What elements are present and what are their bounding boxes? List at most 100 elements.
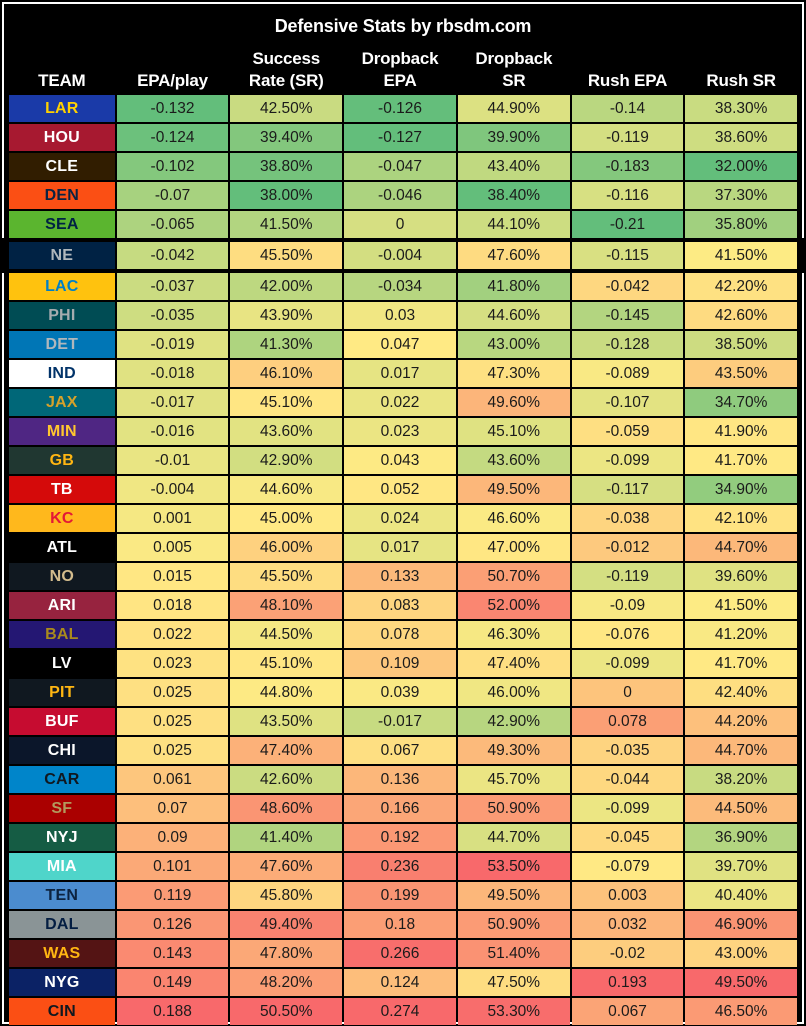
stat-cell: 48.60% — [230, 795, 343, 822]
team-cell: NYJ — [9, 824, 115, 851]
stat-cell: 0.017 — [344, 534, 456, 561]
stat-cell: 47.30% — [457, 360, 570, 387]
stat-cell: 43.90% — [230, 302, 343, 329]
team-cell: CIN — [9, 998, 115, 1025]
stat-cell: 39.40% — [230, 124, 343, 151]
stat-cell: 42.90% — [230, 447, 343, 474]
team-row: SEA -0.065 41.50% 0 44.10% -0.21 35.80% — [9, 211, 797, 238]
stat-cell: 47.50% — [457, 969, 570, 996]
team-row: LAR -0.132 42.50% -0.126 44.90% -0.14 38… — [9, 95, 797, 122]
stat-cell: 0.017 — [344, 360, 456, 387]
team-cell: BUF — [9, 708, 115, 735]
col-header-dropback-epa: Dropback EPA — [361, 49, 439, 90]
stat-cell: 44.50% — [230, 621, 343, 648]
highlight-row-border-left — [0, 238, 9, 273]
stat-cell: 49.50% — [457, 476, 570, 503]
stat-cell: -0.21 — [571, 211, 684, 238]
stat-cell: -0.119 — [571, 124, 684, 151]
team-cell: MIN — [9, 418, 115, 445]
team-row: NYJ 0.09 41.40% 0.192 44.70% -0.045 36.9… — [9, 824, 797, 851]
stat-cell: 0.09 — [116, 824, 229, 851]
team-row: MIN -0.016 43.60% 0.023 45.10% -0.059 41… — [9, 418, 797, 445]
stat-cell: 0.133 — [344, 563, 456, 590]
stat-cell: 0.001 — [116, 505, 229, 532]
stat-cell: 0.043 — [344, 447, 456, 474]
stat-cell: -0.127 — [344, 124, 456, 151]
stat-cell: -0.099 — [571, 650, 684, 677]
stat-cell: 0.018 — [116, 592, 229, 619]
col-header-epa-play: EPA/play — [137, 71, 208, 90]
team-row: CLE -0.102 38.80% -0.047 43.40% -0.183 3… — [9, 153, 797, 180]
stat-cell: -0.126 — [344, 95, 456, 122]
stat-cell: 53.30% — [457, 998, 570, 1025]
stat-cell: 0.188 — [116, 998, 229, 1025]
stat-cell: -0.01 — [116, 447, 229, 474]
stat-cell: 38.60% — [685, 124, 797, 151]
stat-cell: 0.124 — [344, 969, 456, 996]
stat-cell: 53.50% — [457, 853, 570, 880]
stat-cell: 45.70% — [457, 766, 570, 793]
stat-cell: 39.70% — [685, 853, 797, 880]
stat-cell: -0.107 — [571, 389, 684, 416]
stat-cell: 42.40% — [685, 679, 797, 706]
stat-cell: 0.07 — [116, 795, 229, 822]
stat-cell: 0.067 — [344, 737, 456, 764]
stat-cell: 48.20% — [230, 969, 343, 996]
stat-cell: 50.50% — [230, 998, 343, 1025]
stat-cell: 0.083 — [344, 592, 456, 619]
header-row: TEAM EPA/play Success Rate (SR) Dropback… — [9, 40, 797, 93]
team-cell: NYG — [9, 969, 115, 996]
stat-cell: 45.10% — [230, 389, 343, 416]
stat-cell: 0 — [344, 211, 456, 238]
stat-cell: 38.30% — [685, 95, 797, 122]
stat-cell: -0.128 — [571, 331, 684, 358]
stat-cell: 0.005 — [116, 534, 229, 561]
highlight-row-border-right — [797, 238, 806, 273]
stat-cell: 49.30% — [457, 737, 570, 764]
stat-cell: -0.042 — [116, 240, 229, 271]
team-row: NO 0.015 45.50% 0.133 50.70% -0.119 39.6… — [9, 563, 797, 590]
stat-cell: 0.03 — [344, 302, 456, 329]
stat-cell: -0.089 — [571, 360, 684, 387]
stat-cell: 0.119 — [116, 882, 229, 909]
stat-cell: 44.80% — [230, 679, 343, 706]
stat-cell: 46.30% — [457, 621, 570, 648]
stat-cell: -0.102 — [116, 153, 229, 180]
stat-cell: -0.004 — [116, 476, 229, 503]
team-row: DET -0.019 41.30% 0.047 43.00% -0.128 38… — [9, 331, 797, 358]
stat-cell: 43.40% — [457, 153, 570, 180]
team-row: PHI -0.035 43.90% 0.03 44.60% -0.145 42.… — [9, 302, 797, 329]
stat-cell: 47.60% — [457, 240, 570, 271]
stat-cell: -0.035 — [116, 302, 229, 329]
team-cell: LV — [9, 650, 115, 677]
stat-cell: 41.70% — [685, 650, 797, 677]
stat-cell: 0.023 — [116, 650, 229, 677]
stat-cell: 44.60% — [230, 476, 343, 503]
stat-cell: 52.00% — [457, 592, 570, 619]
stat-cell: 0.078 — [344, 621, 456, 648]
stat-cell: 0.022 — [344, 389, 456, 416]
stat-cell: 43.50% — [230, 708, 343, 735]
stat-cell: -0.065 — [116, 211, 229, 238]
stat-cell: -0.09 — [571, 592, 684, 619]
stat-cell: 47.40% — [230, 737, 343, 764]
stat-cell: 47.80% — [230, 940, 343, 967]
stats-table: TEAM EPA/play Success Rate (SR) Dropback… — [7, 38, 799, 1026]
team-cell: SF — [9, 795, 115, 822]
stat-cell: 0.274 — [344, 998, 456, 1025]
page: Defensive Stats by rbsdm.com TEAM EPA/pl… — [4, 4, 802, 1025]
stat-cell: 39.90% — [457, 124, 570, 151]
stat-cell: -0.046 — [344, 182, 456, 209]
team-row: BAL 0.022 44.50% 0.078 46.30% -0.076 41.… — [9, 621, 797, 648]
col-header-rush-epa: Rush EPA — [587, 71, 668, 90]
stat-cell: 45.10% — [457, 418, 570, 445]
stat-cell: 0.126 — [116, 911, 229, 938]
stat-cell: -0.079 — [571, 853, 684, 880]
team-cell: TEN — [9, 882, 115, 909]
stat-cell: 43.60% — [457, 447, 570, 474]
stat-cell: -0.019 — [116, 331, 229, 358]
team-row: CAR 0.061 42.60% 0.136 45.70% -0.044 38.… — [9, 766, 797, 793]
team-row: CHI 0.025 47.40% 0.067 49.30% -0.035 44.… — [9, 737, 797, 764]
stat-cell: 44.50% — [685, 795, 797, 822]
team-row: NYG 0.149 48.20% 0.124 47.50% 0.193 49.5… — [9, 969, 797, 996]
